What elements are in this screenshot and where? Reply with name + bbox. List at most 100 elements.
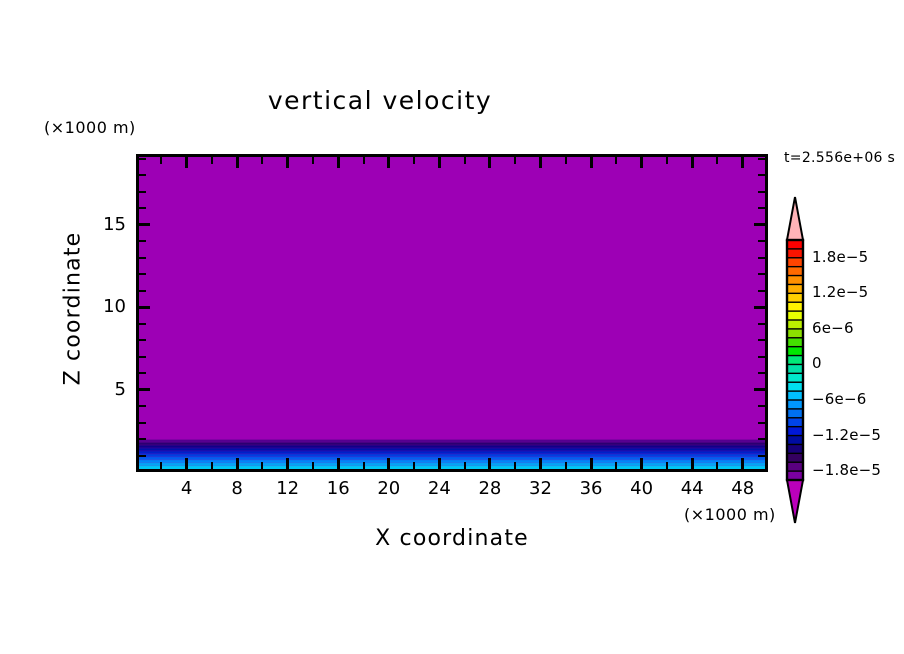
x-tick-label: 24 — [427, 478, 451, 499]
x-tick-major — [488, 458, 492, 469]
colorbar-tick-label: 1.8e−5 — [812, 247, 869, 266]
x-tick-major — [589, 458, 593, 469]
x-tick-minor — [615, 462, 618, 469]
x-tick-label: 48 — [731, 478, 755, 499]
x-tick-major — [640, 458, 644, 469]
y-tick-minor — [139, 322, 146, 325]
y-tick-minor — [139, 174, 146, 177]
colorbar-band — [786, 265, 804, 277]
x-tick-minor — [564, 157, 567, 164]
x-tick-major — [235, 157, 239, 168]
x-tick-minor — [514, 462, 517, 469]
y-tick-minor — [139, 421, 146, 424]
x-tick-minor — [261, 157, 264, 164]
colorbar-tick-label: −6e−6 — [812, 390, 867, 408]
colorbar-band — [786, 408, 804, 419]
x-axis-title: X coordinate — [375, 526, 529, 551]
x-tick-label: 36 — [579, 478, 603, 499]
x-tick-minor — [463, 157, 466, 164]
x-tick-major — [538, 458, 542, 469]
x-tick-minor — [210, 157, 213, 164]
y-tick-minor — [139, 355, 146, 358]
x-tick-label: 44 — [680, 478, 704, 499]
y-tick-minor — [139, 256, 146, 259]
y-tick-minor — [758, 273, 765, 276]
y-tick-minor — [758, 405, 765, 408]
colorbar — [784, 196, 806, 524]
x-tick-major — [640, 157, 644, 168]
colorbar-band — [786, 319, 804, 330]
x-tick-minor — [665, 462, 668, 469]
y-tick-minor — [758, 454, 765, 457]
time-annotation: t=2.556e+06 s — [784, 150, 896, 166]
x-tick-label: 40 — [630, 478, 654, 499]
colorbar-band — [786, 452, 804, 464]
y-tick-label: 15 — [103, 213, 126, 235]
y-tick-minor — [139, 372, 146, 375]
x-tick-minor — [716, 462, 719, 469]
colorbar-band — [786, 301, 804, 313]
y-tick-major — [139, 388, 150, 392]
x-tick-minor — [362, 157, 365, 164]
colorbar-band — [786, 239, 804, 250]
y-tick-minor — [758, 322, 765, 325]
colorbar-over-arrow — [785, 196, 805, 241]
x-tick-minor — [564, 462, 567, 469]
x-tick-minor — [160, 462, 163, 469]
y-tick-minor — [139, 190, 146, 193]
x-tick-major — [690, 157, 694, 168]
x-tick-minor — [514, 157, 517, 164]
colorbar-band — [786, 248, 804, 259]
x-tick-major — [286, 157, 290, 168]
colorbar-band — [786, 337, 804, 348]
x-tick-major — [538, 157, 542, 168]
colorbar-band — [786, 328, 804, 339]
colorbar-band — [786, 417, 804, 428]
colorbar-tick-label: −1.8e−5 — [812, 461, 882, 480]
x-tick-major — [235, 458, 239, 469]
x-tick-minor — [160, 157, 163, 164]
x-tick-label: 4 — [180, 478, 193, 499]
x-tick-major — [690, 458, 694, 469]
y-tick-minor — [139, 289, 146, 292]
colorbar-band — [786, 345, 804, 357]
x-tick-minor — [311, 157, 314, 164]
x-tick-major — [589, 157, 593, 168]
colorbar-band — [786, 372, 804, 384]
colorbar-band — [786, 381, 804, 393]
velocity-field-heatmap — [139, 157, 765, 469]
y-tick-minor — [758, 174, 765, 177]
y-tick-minor — [758, 372, 765, 375]
colorbar-band — [786, 425, 804, 437]
y-tick-minor — [758, 240, 765, 243]
page-title: vertical velocity — [267, 86, 493, 115]
y-tick-major — [139, 305, 150, 309]
x-tick-minor — [210, 462, 213, 469]
colorbar-under-arrow — [785, 479, 805, 524]
y-tick-minor — [139, 339, 146, 342]
colorbar-band — [786, 443, 804, 455]
colorbar-band — [786, 399, 804, 410]
x-tick-major — [741, 458, 745, 469]
colorbar-band — [786, 283, 804, 295]
y-tick-minor — [758, 190, 765, 193]
x-tick-minor — [261, 462, 264, 469]
x-tick-major — [741, 157, 745, 168]
colorbar-tick-label: −1.2e−5 — [812, 425, 882, 444]
x-tick-minor — [311, 462, 314, 469]
x-tick-major — [286, 458, 290, 469]
x-tick-major — [185, 157, 189, 168]
x-tick-major — [488, 157, 492, 168]
x-tick-label: 28 — [478, 478, 502, 499]
y-tick-label: 10 — [103, 296, 126, 318]
y-tick-minor — [139, 207, 146, 210]
x-tick-minor — [615, 157, 618, 164]
colorbar-tick-label: 6e−6 — [812, 318, 854, 337]
x-tick-label: 32 — [529, 478, 552, 499]
y-tick-minor — [758, 355, 765, 358]
y-tick-minor — [139, 273, 146, 276]
x-tick-major — [437, 157, 441, 168]
x-tick-major — [387, 458, 391, 469]
y-tick-minor — [758, 289, 765, 292]
